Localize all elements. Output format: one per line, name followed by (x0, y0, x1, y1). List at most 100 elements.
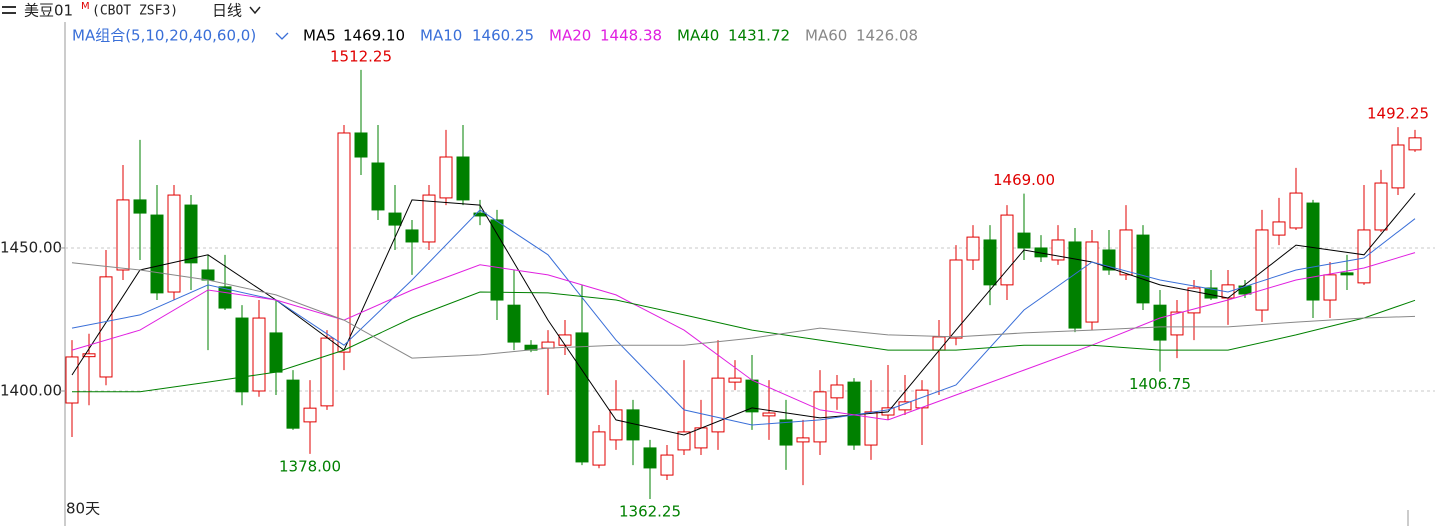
y-tick-label: 1450.00 (0, 238, 62, 256)
symbol: (CBOT ZSF3) (92, 4, 178, 19)
candle (1187, 280, 1201, 341)
candle (983, 225, 997, 306)
candle (133, 139, 147, 260)
candle-body (167, 194, 181, 293)
candle-body (592, 431, 606, 466)
candle-body (1017, 232, 1031, 249)
candle-body (541, 341, 555, 349)
candle (796, 419, 810, 486)
candle (405, 219, 419, 275)
extreme-label: 1406.75 (1129, 375, 1191, 393)
candle-body (745, 379, 759, 413)
candle (456, 124, 470, 206)
candle (184, 195, 198, 291)
dropdown-chevron[interactable] (249, 6, 261, 15)
candle (592, 425, 606, 469)
title-mark: M (81, 1, 90, 12)
candle-body (1153, 304, 1167, 341)
candle-body (184, 204, 198, 264)
extreme-label: 1512.25 (330, 47, 392, 65)
candle (286, 370, 300, 430)
ma-line (71, 262, 1416, 359)
candle (541, 330, 555, 395)
candle-body (847, 381, 861, 446)
candle (1221, 269, 1235, 325)
candle-body (966, 236, 980, 261)
candle-body (1085, 241, 1099, 323)
candle-body (65, 356, 79, 404)
candle-body (830, 384, 844, 399)
ma-line (71, 192, 1416, 436)
candle (779, 399, 793, 470)
candle-body (490, 219, 504, 301)
candle-body (864, 411, 878, 446)
candle-body (1119, 229, 1133, 276)
candle (1085, 229, 1099, 331)
candle-body (643, 447, 657, 469)
ma-group-chevron[interactable] (275, 32, 289, 40)
candle-body (1272, 221, 1286, 236)
candle (1119, 205, 1133, 281)
candle-body (1000, 214, 1014, 286)
period-selector[interactable]: 日线 (212, 2, 242, 20)
ma-line (71, 209, 1416, 426)
candle (82, 333, 96, 406)
candle (1357, 185, 1371, 285)
candle (99, 249, 113, 386)
candle (728, 360, 742, 391)
ma-line (72, 291, 1416, 393)
candle (1000, 205, 1014, 301)
chart-title: 美豆01 (24, 2, 73, 20)
candle (507, 269, 521, 351)
candle-body (1408, 137, 1422, 151)
candle-body (983, 239, 997, 286)
legend-value: 1448.38 (600, 27, 662, 45)
ma-group-label[interactable]: MA组合(5,10,20,40,60,0) (72, 27, 256, 45)
candle (337, 124, 351, 371)
legend-value: 1460.25 (472, 27, 534, 45)
candle-body (422, 194, 436, 243)
menu-icon[interactable] (2, 6, 16, 14)
candle (609, 380, 623, 450)
legend-value: 1426.08 (856, 27, 918, 45)
candle-body (456, 156, 470, 201)
candle-body (1136, 234, 1150, 304)
candle-body (235, 317, 249, 393)
candle-body (1068, 241, 1082, 329)
candle-body (1340, 272, 1354, 276)
candle-body (1323, 274, 1337, 301)
candle-body (575, 332, 589, 463)
candle (167, 185, 181, 301)
extreme-label: 1362.25 (619, 502, 681, 520)
candle (439, 129, 453, 206)
candle (864, 380, 878, 460)
candle (252, 300, 266, 397)
candle (1153, 290, 1167, 372)
candle-body (1238, 285, 1252, 295)
candle-body (1374, 182, 1388, 231)
candle-body (558, 334, 572, 346)
candle-body (1391, 144, 1405, 189)
candle (1408, 129, 1422, 152)
legend-name: MA10 (420, 27, 462, 45)
candle-body (99, 276, 113, 378)
candle-body (779, 419, 793, 446)
candle-body (1187, 287, 1201, 314)
candle-body (660, 454, 674, 476)
legend-name: MA60 (805, 27, 847, 45)
candle-body (1357, 229, 1371, 284)
extreme-label: 1469.00 (993, 171, 1055, 189)
candle-body (303, 407, 317, 423)
candle (1102, 229, 1116, 275)
candle-body (898, 401, 912, 411)
candle (1306, 199, 1320, 319)
candle (949, 245, 963, 346)
candle-body (1170, 311, 1184, 336)
candle (1204, 269, 1218, 301)
candle (1272, 197, 1286, 246)
candle (1289, 167, 1303, 230)
candle-body (320, 337, 334, 407)
candle (1374, 169, 1388, 232)
legend-value: 1431.72 (728, 27, 790, 45)
